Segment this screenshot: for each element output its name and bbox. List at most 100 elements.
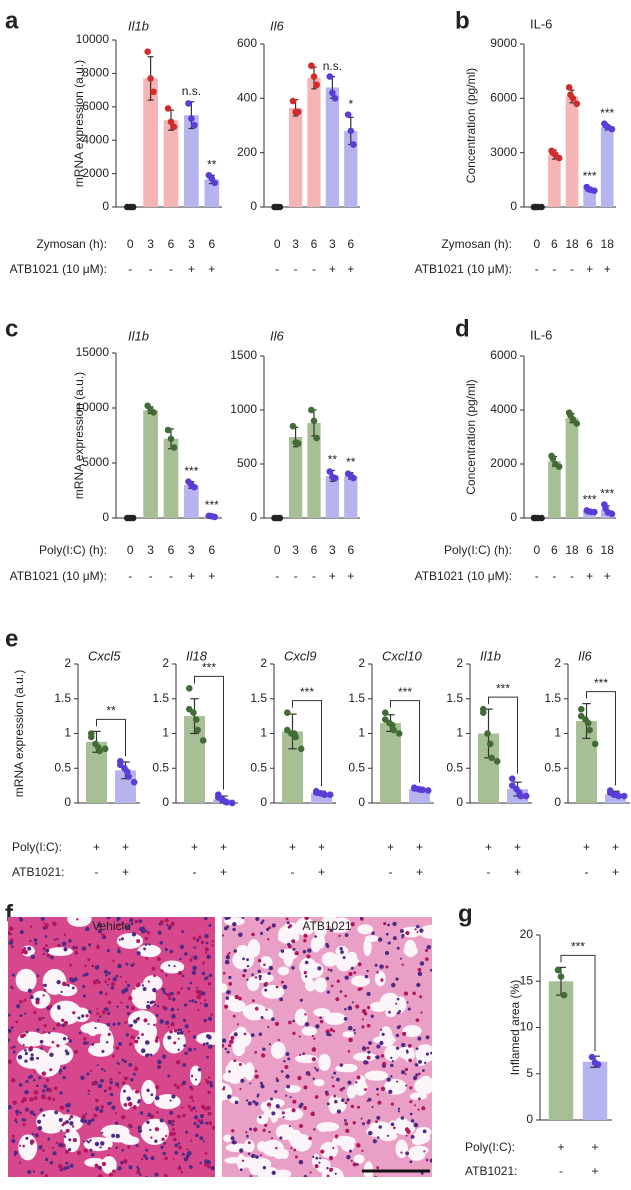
nucleus bbox=[299, 1054, 301, 1056]
alveolus bbox=[313, 1008, 330, 1017]
nucleus bbox=[33, 1170, 35, 1172]
nucleus bbox=[145, 1149, 148, 1152]
nucleus bbox=[62, 1076, 65, 1079]
nucleus bbox=[88, 1010, 92, 1014]
nucleus bbox=[85, 1113, 87, 1115]
nucleus bbox=[25, 1137, 28, 1140]
nucleus bbox=[417, 1037, 421, 1041]
nucleus bbox=[193, 1035, 197, 1039]
nucleus bbox=[31, 1053, 34, 1056]
nucleus bbox=[391, 1122, 395, 1126]
nucleus bbox=[108, 1147, 111, 1150]
nucleus bbox=[73, 1138, 77, 1142]
nucleus bbox=[299, 1160, 303, 1164]
nucleus bbox=[419, 928, 423, 932]
data-point bbox=[591, 509, 598, 516]
nucleus bbox=[168, 997, 171, 1000]
nucleus bbox=[327, 1175, 330, 1178]
nucleus bbox=[45, 1174, 48, 1177]
nucleus bbox=[12, 973, 15, 976]
data-point bbox=[147, 75, 154, 82]
y-tick-label: 1.5 bbox=[152, 691, 169, 705]
alveolus bbox=[122, 1136, 140, 1145]
nucleus bbox=[212, 940, 214, 942]
nucleus bbox=[154, 1004, 156, 1006]
y-tick-label: 1500 bbox=[230, 348, 257, 362]
nucleus bbox=[314, 935, 317, 938]
chart-title: IL-6 bbox=[530, 16, 552, 31]
nucleus bbox=[409, 1161, 412, 1164]
nucleus bbox=[418, 1072, 421, 1075]
nucleus bbox=[314, 1067, 316, 1069]
data-point bbox=[308, 407, 315, 414]
alveolus bbox=[395, 1140, 408, 1159]
data-point bbox=[573, 420, 580, 427]
y-tick-label: 5 bbox=[526, 1066, 533, 1080]
nucleus bbox=[287, 921, 290, 924]
nucleus bbox=[194, 1115, 198, 1119]
nucleus bbox=[126, 1005, 129, 1008]
panel-letter: g bbox=[458, 900, 473, 927]
nucleus bbox=[87, 958, 90, 961]
condition-value: - bbox=[570, 262, 574, 276]
significance-label: ** bbox=[346, 455, 356, 469]
condition-value: + bbox=[122, 840, 129, 854]
condition-value: - bbox=[570, 569, 574, 583]
nucleus bbox=[299, 1124, 303, 1128]
data-point bbox=[592, 741, 599, 748]
nucleus bbox=[204, 917, 208, 921]
nucleus bbox=[30, 925, 33, 928]
data-point bbox=[556, 463, 563, 470]
nucleus bbox=[257, 1095, 259, 1097]
alveolus bbox=[258, 1167, 280, 1183]
nucleus bbox=[377, 1101, 381, 1105]
alveolus bbox=[47, 947, 73, 956]
nucleus bbox=[285, 1074, 289, 1078]
nucleus bbox=[82, 974, 85, 977]
nucleus bbox=[400, 958, 402, 960]
data-point bbox=[186, 685, 193, 692]
nucleus bbox=[243, 969, 247, 973]
nucleus bbox=[336, 1078, 340, 1082]
nucleus bbox=[292, 948, 295, 951]
nucleus bbox=[141, 1158, 144, 1161]
data-point bbox=[188, 115, 195, 122]
nucleus bbox=[206, 1106, 211, 1111]
nucleus bbox=[228, 982, 232, 986]
nucleus bbox=[143, 987, 147, 991]
condition-value: + bbox=[416, 840, 423, 854]
nucleus bbox=[15, 1110, 19, 1114]
nucleus bbox=[200, 1002, 202, 1004]
y-axis-label: Concentration (pg/ml) bbox=[464, 68, 478, 183]
condition-value: 0 bbox=[127, 237, 134, 251]
nucleus bbox=[59, 1118, 63, 1122]
nucleus bbox=[54, 1087, 58, 1091]
nucleus bbox=[386, 933, 389, 936]
nucleus bbox=[173, 1138, 177, 1142]
nucleus bbox=[345, 1101, 348, 1104]
nucleus bbox=[368, 1041, 372, 1045]
y-tick-label: 1 bbox=[64, 726, 71, 740]
nucleus bbox=[171, 1119, 175, 1123]
nucleus bbox=[86, 1014, 89, 1017]
nucleus bbox=[70, 1164, 74, 1168]
alveolus bbox=[345, 957, 359, 966]
bar bbox=[289, 108, 302, 207]
nucleus bbox=[251, 1033, 255, 1037]
nucleus bbox=[251, 973, 254, 976]
condition-value: 0 bbox=[127, 543, 134, 557]
nucleus bbox=[162, 1152, 165, 1155]
nucleus bbox=[387, 924, 390, 927]
nucleus bbox=[426, 1159, 429, 1162]
nucleus bbox=[271, 1137, 273, 1139]
nucleus bbox=[87, 1093, 89, 1095]
nucleus bbox=[401, 1116, 405, 1120]
nucleus bbox=[77, 1151, 81, 1155]
nucleus bbox=[377, 1136, 380, 1139]
y-tick-label: 4000 bbox=[82, 132, 109, 146]
nucleus bbox=[101, 1132, 103, 1134]
panel-letter: e bbox=[5, 625, 18, 652]
alveolus bbox=[314, 977, 327, 992]
condition-value: + bbox=[514, 840, 521, 854]
nucleus bbox=[134, 1040, 138, 1044]
